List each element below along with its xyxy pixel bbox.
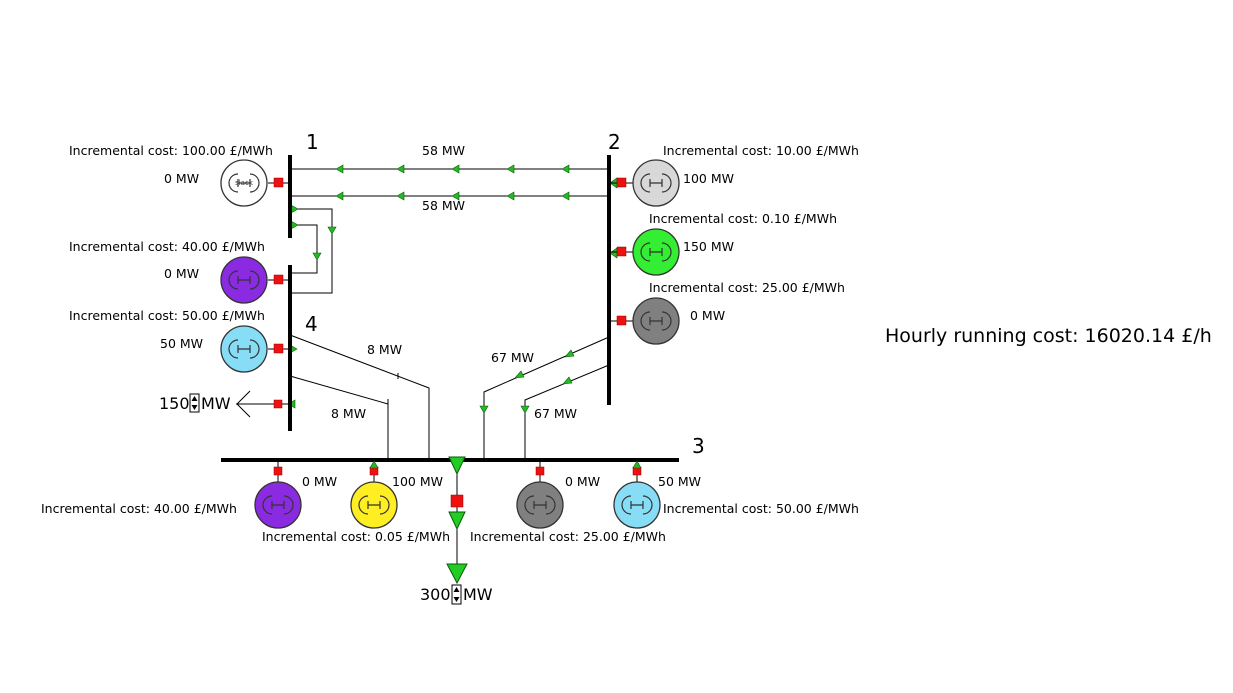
generator-bus2-grey[interactable] <box>609 297 680 345</box>
gen-bus3-yellow-output: 100 MW <box>392 474 443 489</box>
gen-bus4-purple-output: 0 MW <box>164 266 199 281</box>
breaker <box>616 177 627 188</box>
line-4-3-upper[interactable] <box>289 334 430 460</box>
flow-label-line-2-3-upper: 67 MW <box>491 350 534 365</box>
flow-arrow <box>609 247 618 259</box>
gen-bus2-lightgrey-output: 100 MW <box>683 171 734 186</box>
breaker <box>616 246 627 257</box>
bus-3-label: 3 <box>692 434 705 458</box>
line-ticks <box>387 373 430 411</box>
flow-arrow <box>335 164 344 174</box>
flow-label-line-1-2-top: 58 MW <box>422 143 465 158</box>
breaker <box>535 466 545 476</box>
gen-bus3-purple-cost: Incremental cost: 40.00 £/MWh <box>41 501 237 516</box>
generator-bus2-lightgrey[interactable] <box>609 159 680 207</box>
gen-bus4-purple-cost: Incremental cost: 40.00 £/MWh <box>69 239 265 254</box>
gen-bus3-grey-output: 0 MW <box>565 474 600 489</box>
flow-arrow <box>564 349 575 358</box>
load-arrow-icon <box>236 390 251 418</box>
slack-label: slack <box>235 179 254 187</box>
flow-arrows-line-1-2 <box>335 164 618 201</box>
generator-bus3-grey[interactable] <box>516 460 564 529</box>
generator-bus2-green[interactable] <box>609 228 680 276</box>
gen-bus3-grey-cost: Incremental cost: 25.00 £/MWh <box>470 529 666 544</box>
spin-down-icon <box>453 597 460 602</box>
breaker <box>273 177 284 188</box>
breaker <box>450 494 464 508</box>
flow-arrow <box>290 204 299 214</box>
flow-arrow <box>448 511 466 531</box>
gen-bus2-grey-output: 0 MW <box>690 308 725 323</box>
flow-label-line-4-3-lower: 8 MW <box>331 406 366 421</box>
bus-2-label: 2 <box>608 130 621 154</box>
flow-arrow <box>506 191 515 201</box>
line-1-4-inner[interactable] <box>290 224 318 274</box>
gen-bus1-output: 0 MW <box>164 171 199 186</box>
flow-label-line-2-3-lower: 67 MW <box>534 406 577 421</box>
hourly-running-cost: Hourly running cost: 16020.14 £/h <box>885 325 1212 347</box>
flow-label-line-4-3-upper: 8 MW <box>367 342 402 357</box>
gen-bus4-cyan-cost: Incremental cost: 50.00 £/MWh <box>69 308 265 323</box>
spin-up-icon <box>191 396 198 401</box>
bus-4-label: 4 <box>305 312 318 336</box>
load-arrow-icon <box>446 563 468 585</box>
generator-bus4-purple[interactable] <box>220 256 290 304</box>
gen-bus3-purple-output: 0 MW <box>302 474 337 489</box>
gen-bus2-grey-cost: Incremental cost: 25.00 £/MWh <box>649 280 845 295</box>
load-bus4[interactable] <box>236 390 290 418</box>
breaker <box>273 399 283 409</box>
flow-label-line-1-2-bottom: 58 MW <box>422 198 465 213</box>
load-bus4-unit: MW <box>201 394 231 413</box>
gen-bus3-cyan-output: 50 MW <box>658 474 701 489</box>
load-bus3[interactable] <box>446 456 468 585</box>
load-bus3-value[interactable]: 300 <box>420 585 451 604</box>
flow-arrow <box>369 460 379 469</box>
gen-bus1-cost: Incremental cost: 100.00 £/MWh <box>69 143 273 158</box>
load-bus4-spinner[interactable] <box>189 393 200 413</box>
generator-bus3-cyan[interactable] <box>613 460 661 529</box>
flow-arrow <box>312 252 322 261</box>
spin-up-icon <box>453 587 460 592</box>
gen-bus2-green-cost: Incremental cost: 0.10 £/MWh <box>649 211 837 226</box>
load-bus3-spinner[interactable] <box>451 584 462 605</box>
generator-bus4-cyan[interactable] <box>220 325 290 373</box>
gen-bus2-green-output: 150 MW <box>683 239 734 254</box>
flow-arrows-line-2-3 <box>479 247 618 414</box>
load-bus4-value[interactable]: 150 <box>159 394 190 413</box>
load-bus3-unit: MW <box>463 585 493 604</box>
flow-arrow <box>396 164 405 174</box>
flow-arrow <box>451 191 460 201</box>
flow-arrow <box>632 460 642 469</box>
gen-bus3-yellow-cost: Incremental cost: 0.05 £/MWh <box>262 529 450 544</box>
spin-down-icon <box>191 405 198 410</box>
flow-arrow <box>562 376 573 385</box>
flow-arrow <box>506 164 515 174</box>
line-2-3-lower[interactable] <box>524 364 610 460</box>
flow-arrow <box>561 191 570 201</box>
gen-bus2-lightgrey-cost: Incremental cost: 10.00 £/MWh <box>663 143 859 158</box>
line-1-4-outer[interactable] <box>290 208 333 294</box>
flow-arrow <box>290 220 299 230</box>
breaker <box>616 315 627 326</box>
flow-arrow <box>514 370 525 379</box>
flow-arrow <box>520 405 530 414</box>
gen-bus4-cyan-output: 50 MW <box>160 336 203 351</box>
flow-arrow <box>396 191 405 201</box>
generator-bus3-purple[interactable] <box>254 460 302 529</box>
breaker <box>273 274 284 285</box>
flow-arrow <box>335 191 344 201</box>
flow-arrow <box>327 226 337 235</box>
flow-arrow <box>448 456 466 476</box>
breaker <box>273 343 284 354</box>
flow-arrow <box>561 164 570 174</box>
breaker <box>273 466 283 476</box>
generator-bus1-slack[interactable]: slack <box>220 159 290 207</box>
flow-arrow <box>451 164 460 174</box>
bus-1-label: 1 <box>306 130 319 154</box>
flow-arrow <box>479 405 489 414</box>
gen-bus3-cyan-cost: Incremental cost: 50.00 £/MWh <box>663 501 859 516</box>
generator-bus3-yellow[interactable] <box>350 460 398 529</box>
